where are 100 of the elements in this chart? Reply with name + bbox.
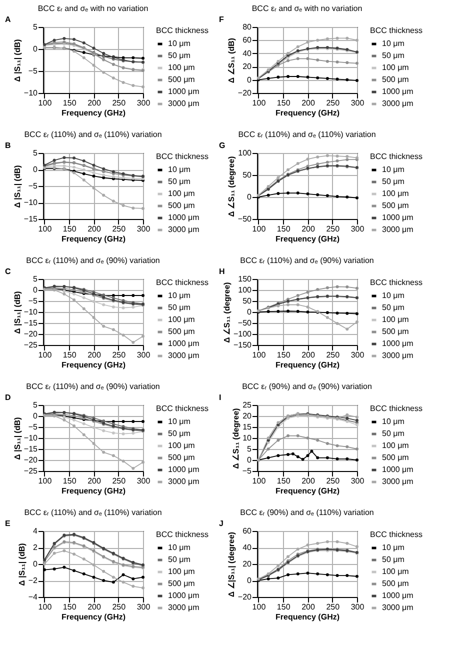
y-tick-label: −15	[24, 444, 38, 454]
legend-label: 3000 μm	[382, 225, 414, 234]
y-tick-label: 100	[238, 148, 252, 158]
x-tick-label: 250	[326, 98, 340, 108]
x-axis-title: Frequency (GHz)	[275, 108, 340, 118]
legend-label: 100 μm	[168, 567, 196, 576]
legend-label: 1000 μm	[382, 87, 414, 96]
legend-label: 500 μm	[168, 201, 196, 210]
y-axis-title: Δ ∠S₁₁ (dB)	[226, 38, 236, 84]
y-tick-label: −15	[24, 318, 38, 328]
x-tick-label: 250	[326, 224, 340, 234]
chart-title: BCC εᵣ (110%) and σₑ (110%) variation	[238, 130, 376, 139]
chart-title: BCC εᵣ (110%) and σₑ (110%) variation	[24, 130, 162, 139]
legend-label: 50 μm	[168, 51, 191, 60]
y-tick-label: 80	[242, 22, 252, 32]
legend-label: 100 μm	[168, 63, 196, 72]
legend-label: 1000 μm	[382, 213, 414, 222]
x-tick-label: 300	[350, 602, 365, 612]
legend-label: 500 μm	[382, 75, 410, 84]
x-axis-title: Frequency (GHz)	[61, 360, 126, 370]
legend-label: 10 μm	[382, 39, 405, 48]
legend-label: 10 μm	[382, 165, 405, 174]
y-tick-label: −5	[28, 296, 38, 306]
y-tick-label: −2	[28, 576, 38, 585]
x-tick-label: 150	[62, 476, 77, 486]
legend-label: 3000 μm	[382, 477, 414, 486]
y-axis-title: Δ |S₁₁| (dB)	[12, 416, 22, 460]
legend-label: 3000 μm	[382, 603, 414, 612]
text: F	[219, 15, 224, 24]
y-tick-label: 0	[247, 308, 252, 316]
text: G	[219, 141, 226, 150]
y-tick-label: 50	[242, 296, 252, 306]
y-tick-label: 0	[33, 286, 38, 294]
y-tick-label: 4	[33, 526, 38, 536]
x-tick-label: 300	[136, 224, 151, 234]
x-tick-label: 150	[276, 476, 291, 486]
y-axis-title: Δ |S₁₁| (dB)	[17, 542, 26, 586]
y-tick-label: −4	[28, 592, 38, 602]
y-tick-label: 5	[33, 400, 38, 410]
x-tick-label: 250	[326, 602, 340, 612]
legend-label: 100 μm	[382, 315, 410, 324]
legend-label: 3000 μm	[168, 99, 200, 108]
y-tick-label: 40	[242, 543, 252, 552]
y-tick-label: 0	[33, 44, 38, 54]
x-tick-label: 300	[136, 476, 151, 486]
legend-title: BCC thickness	[370, 26, 422, 35]
x-tick-label: 200	[88, 98, 102, 108]
y-tick-label: −10	[24, 308, 38, 316]
y-tick-label: −5	[28, 66, 38, 76]
legend-label: 500 μm	[168, 75, 196, 84]
legend-label: 500 μm	[382, 579, 410, 588]
legend-label: 3000 μm	[382, 351, 414, 360]
text: D	[5, 393, 11, 402]
legend-label: 100 μm	[382, 63, 410, 72]
x-axis-title: Frequency (GHz)	[275, 360, 340, 370]
x-tick-label: 300	[136, 98, 151, 108]
y-tick-label: 0	[33, 560, 38, 568]
x-tick-label: 300	[350, 476, 365, 486]
x-tick-label: 150	[62, 98, 77, 108]
y-tick-label: 5	[33, 148, 38, 158]
y-tick-label: 15	[242, 422, 252, 432]
legend-title: BCC thickness	[370, 278, 422, 287]
legend-label: 500 μm	[382, 453, 410, 462]
x-tick-label: 200	[302, 476, 316, 486]
legend-label: 10 μm	[168, 165, 191, 174]
legend-label: 1000 μm	[168, 591, 200, 600]
y-tick-label: 5	[33, 22, 38, 32]
x-tick-label: 150	[62, 602, 77, 612]
legend-label: 500 μm	[382, 327, 410, 336]
y-tick-label: −50	[238, 318, 252, 328]
legend-label: 3000 μm	[382, 99, 414, 108]
x-tick-label: 200	[302, 350, 316, 360]
x-tick-label: 200	[88, 224, 102, 234]
chart-title: BCC εᵣ (90%) and σₑ (110%) variation	[240, 508, 374, 517]
text: A	[5, 15, 11, 24]
y-tick-label: 20	[242, 62, 252, 72]
legend-label: 1000 μm	[168, 87, 200, 96]
y-axis-title: Δ |S₁₁| (dB)	[12, 290, 22, 334]
text: B	[5, 141, 11, 150]
text: H	[219, 267, 225, 276]
legend-label: 10 μm	[382, 543, 405, 552]
x-tick-label: 200	[88, 476, 102, 486]
legend-label: 3000 μm	[168, 225, 200, 234]
x-tick-label: 250	[112, 476, 126, 486]
y-axis-title: Δ ∠S₁₁ (degree)	[222, 282, 232, 343]
y-tick-label: 2	[33, 543, 38, 552]
legend-title: BCC thickness	[370, 404, 422, 413]
chart-title: BCC εᵣ (90%) and σₑ (90%) variation	[242, 382, 372, 391]
x-axis-title: Frequency (GHz)	[275, 486, 340, 496]
legend-label: 3000 μm	[168, 603, 200, 612]
y-tick-label: −100	[233, 330, 252, 338]
x-tick-label: 200	[302, 98, 316, 108]
y-tick-label: 0	[33, 412, 38, 420]
legend-label: 1000 μm	[168, 213, 200, 222]
chart-title: BCC εᵣ (110%) and σₑ (90%) variation	[26, 256, 160, 265]
legend-label: 500 μm	[382, 201, 410, 210]
legend-label: 50 μm	[382, 303, 405, 312]
legend-label: 10 μm	[168, 417, 191, 426]
x-tick-label: 300	[136, 350, 151, 360]
legend-label: 10 μm	[168, 39, 191, 48]
